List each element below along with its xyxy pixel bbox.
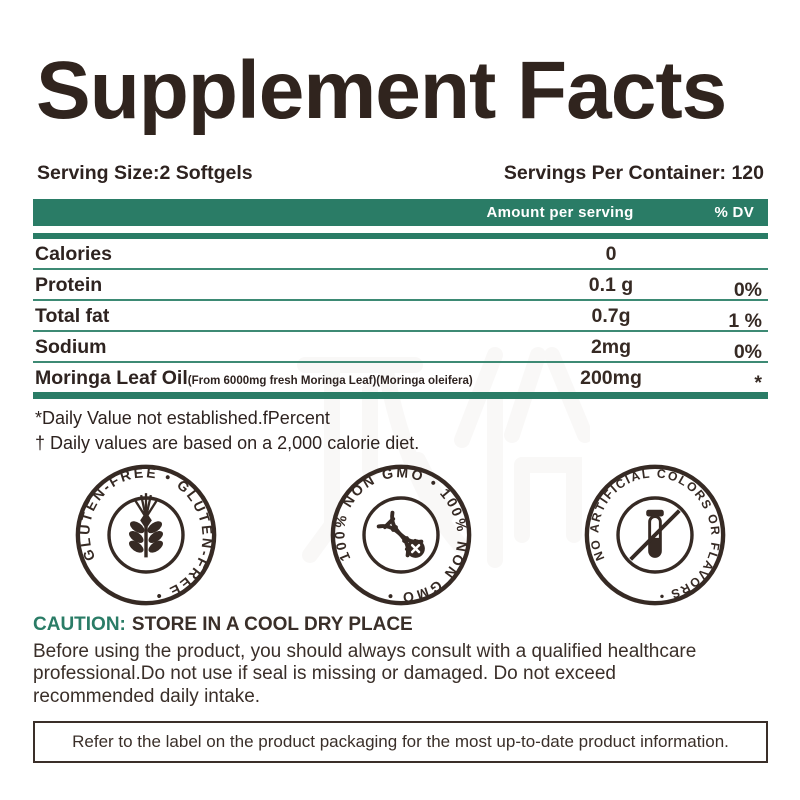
wheat-icon	[129, 493, 163, 558]
caution-heading: CAUTION: STORE IN A COOL DRY PLACE	[33, 614, 768, 636]
table-row: Total fat 0.7g 1 %	[33, 301, 768, 332]
footnote-daily-value: *Daily Value not established.fPercent	[35, 408, 330, 428]
nutrient-amount: 0.1 g	[588, 274, 634, 296]
divider-bar-thick	[33, 392, 768, 399]
caution-label: CAUTION:	[33, 614, 126, 635]
table-row: Protein 0.1 g 0%	[33, 270, 768, 301]
nutrient-amount: 0.7g	[591, 305, 631, 327]
footer-note-box: Refer to the label on the product packag…	[33, 721, 768, 764]
nutrient-name: Sodium	[35, 336, 107, 358]
serving-size: Serving Size:2 Softgels	[37, 162, 253, 184]
nutrient-name: Total fat	[35, 305, 110, 327]
no-test-tube-icon	[629, 509, 681, 561]
nutrient-name: Protein	[35, 274, 103, 296]
divider-bar-thin	[33, 233, 768, 239]
nutrient-dv: 0%	[733, 279, 762, 301]
label-content: Supplement Facts Serving Size:2 Softgels…	[0, 45, 800, 764]
nutrient-dv: 1 %	[728, 310, 762, 332]
header-amount-per-serving: Amount per serving	[486, 204, 634, 221]
certification-badges: GLUTEN-FREE • GLUTEN-FREE •	[73, 462, 728, 608]
gluten-free-badge: GLUTEN-FREE • GLUTEN-FREE •	[75, 464, 217, 606]
footer-note-text: Refer to the label on the product packag…	[72, 732, 729, 752]
table-row: Calories 0	[33, 239, 768, 270]
table-header-bar: Amount per serving % DV	[33, 199, 768, 226]
serving-row: Serving Size:2 Softgels Servings Per Con…	[33, 162, 768, 185]
caution-body: Before using the product, you should alw…	[33, 641, 697, 707]
nutrient-name: Moringa Leaf Oil	[35, 367, 188, 389]
table-row: Sodium 2mg 0%	[33, 332, 768, 363]
nutrient-dv: 0%	[733, 341, 762, 363]
footnotes: *Daily Value not established.fPercent † …	[33, 408, 768, 454]
servings-per-container: Servings Per Container: 120	[503, 162, 764, 184]
nutrition-table: Calories 0 Protein 0.1 g 0% Total fat 0.…	[33, 239, 768, 394]
nutrient-amount: 2mg	[590, 336, 632, 358]
nutrient-amount: 200mg	[580, 367, 642, 389]
nutrient-amount: 0	[605, 243, 617, 265]
table-row: Moringa Leaf Oil(From 6000mg fresh Morin…	[33, 363, 768, 394]
nutrient-name: Calories	[35, 243, 112, 265]
header-percent-dv: % DV	[714, 204, 754, 221]
caution-title: STORE IN A COOL DRY PLACE	[131, 614, 413, 635]
no-artificial-colors-badge: NO ARTIFICIAL COLORS OR FLAVORS •	[584, 464, 726, 606]
footnote-calorie-diet: † Daily values are based on a 2,000 calo…	[35, 433, 420, 453]
page-title: Supplement Facts	[36, 45, 727, 136]
dna-icon	[376, 510, 425, 558]
nutrient-dv: *	[754, 372, 762, 394]
non-gmo-badge: 100% NON GMO • 100% NON GMO •	[330, 464, 471, 606]
nutrient-detail: (From 6000mg fresh Moringa Leaf)(Moringa…	[187, 375, 473, 387]
